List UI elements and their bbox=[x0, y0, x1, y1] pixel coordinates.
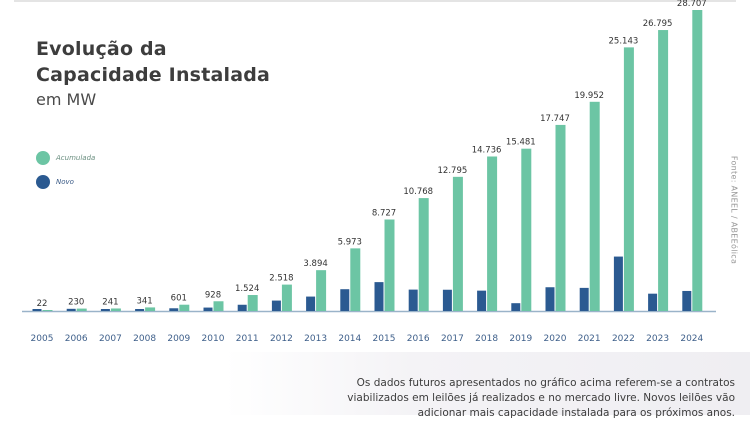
data-label-acumulada-2023: 26.795 bbox=[643, 19, 673, 29]
data-label-acumulada-2014: 5.973 bbox=[338, 237, 362, 247]
x-tick-label-2020: 2020 bbox=[544, 334, 567, 344]
chart-title-line-1: Evolução da bbox=[36, 38, 167, 60]
top-rule bbox=[14, 0, 736, 2]
chart-title-line-2: Capacidade Instalada bbox=[36, 64, 271, 86]
bar-acumulada-2020 bbox=[555, 124, 566, 312]
legend-label-novo: Novo bbox=[56, 178, 74, 186]
bar-novo-2010 bbox=[203, 307, 213, 311]
data-label-acumulada-2013: 3.894 bbox=[303, 259, 327, 269]
bar-acumulada-2021 bbox=[589, 101, 600, 311]
bar-acumulada-2015 bbox=[384, 219, 395, 311]
data-label-acumulada-2020: 17.747 bbox=[540, 114, 570, 124]
legend-item-acumulada: Acumulada bbox=[36, 150, 95, 166]
bar-acumulada-2018 bbox=[487, 156, 498, 311]
bar-acumulada-2006 bbox=[76, 308, 87, 311]
x-tick-label-2017: 2017 bbox=[441, 334, 464, 344]
data-label-acumulada-2006: 230 bbox=[68, 298, 84, 308]
bar-novo-2008 bbox=[135, 309, 145, 311]
bar-novo-2015 bbox=[374, 282, 384, 311]
bar-acumulada-2023 bbox=[658, 30, 669, 312]
bar-acumulada-2005 bbox=[42, 310, 53, 311]
data-label-acumulada-2012: 2.518 bbox=[269, 274, 293, 284]
bar-novo-2022 bbox=[613, 256, 623, 311]
data-label-acumulada-2005: 22 bbox=[37, 299, 48, 309]
x-tick-label-2007: 2007 bbox=[99, 334, 122, 344]
bar-acumulada-2016 bbox=[418, 198, 429, 311]
x-tick-label-2006: 2006 bbox=[65, 334, 88, 344]
data-label-acumulada-2009: 601 bbox=[171, 294, 187, 304]
bar-novo-2014 bbox=[340, 289, 350, 311]
bar-novo-2011 bbox=[237, 304, 247, 311]
bar-novo-2012 bbox=[271, 300, 281, 311]
bar-acumulada-2012 bbox=[281, 284, 292, 311]
bar-acumulada-2014 bbox=[350, 248, 361, 311]
bar-novo-2006 bbox=[66, 308, 76, 311]
bar-novo-2020 bbox=[545, 287, 555, 311]
bar-acumulada-2008 bbox=[145, 307, 156, 311]
data-label-acumulada-2017: 12.795 bbox=[438, 166, 468, 176]
bar-acumulada-2024 bbox=[692, 10, 703, 311]
x-tick-label-2008: 2008 bbox=[133, 334, 156, 344]
x-tick-label-2009: 2009 bbox=[167, 334, 190, 344]
x-tick-label-2014: 2014 bbox=[338, 334, 361, 344]
data-label-acumulada-2016: 10.768 bbox=[403, 187, 433, 197]
data-label-acumulada-2022: 25.143 bbox=[609, 36, 639, 46]
legend-label-acumulada: Acumulada bbox=[56, 154, 96, 162]
x-tick-label-2012: 2012 bbox=[270, 334, 293, 344]
data-label-acumulada-2024: 28.707 bbox=[677, 0, 707, 9]
bar-novo-2021 bbox=[579, 287, 589, 311]
x-tick-label-2021: 2021 bbox=[578, 334, 601, 344]
bar-acumulada-2017 bbox=[452, 176, 463, 311]
legend-item-novo: Novo bbox=[36, 174, 95, 190]
bar-acumulada-2022 bbox=[623, 47, 634, 312]
data-label-acumulada-2011: 1.524 bbox=[235, 284, 259, 294]
bar-novo-2013 bbox=[306, 296, 316, 311]
x-tick-label-2018: 2018 bbox=[475, 334, 498, 344]
bar-acumulada-2011 bbox=[247, 295, 258, 311]
data-label-acumulada-2019: 15.481 bbox=[506, 138, 536, 148]
bar-novo-2018 bbox=[477, 290, 487, 311]
bar-novo-2007 bbox=[100, 309, 110, 311]
x-tick-label-2024: 2024 bbox=[680, 334, 703, 344]
data-label-acumulada-2007: 241 bbox=[102, 297, 118, 307]
x-tick-label-2013: 2013 bbox=[304, 334, 327, 344]
bar-chart: 22 2005 230 2006 241 2007 341 2008 601 2009 928 201… bbox=[22, 0, 716, 344]
title-block: Evolução da Capacidade Instalada em MW bbox=[36, 36, 270, 111]
bar-novo-2009 bbox=[169, 308, 179, 311]
bar-acumulada-2009 bbox=[179, 304, 190, 311]
bar-acumulada-2010 bbox=[213, 301, 224, 311]
data-label-acumulada-2018: 14.736 bbox=[472, 145, 502, 155]
x-tick-label-2011: 2011 bbox=[236, 334, 259, 344]
x-tick-label-2016: 2016 bbox=[407, 334, 430, 344]
footer-panel bbox=[0, 352, 750, 415]
data-label-acumulada-2015: 8.727 bbox=[372, 208, 396, 218]
x-tick-label-2019: 2019 bbox=[509, 334, 532, 344]
data-label-acumulada-2010: 928 bbox=[205, 290, 221, 300]
bar-novo-2005 bbox=[32, 309, 42, 311]
chart-subtitle: em MW bbox=[36, 90, 97, 109]
x-tick-label-2005: 2005 bbox=[31, 334, 54, 344]
bar-novo-2019 bbox=[511, 303, 521, 311]
data-label-acumulada-2008: 341 bbox=[136, 296, 152, 306]
x-tick-label-2015: 2015 bbox=[373, 334, 396, 344]
bar-acumulada-2007 bbox=[110, 308, 121, 311]
x-tick-label-2022: 2022 bbox=[612, 334, 635, 344]
bar-novo-2016 bbox=[408, 289, 418, 311]
x-tick-label-2010: 2010 bbox=[202, 334, 225, 344]
x-tick-label-2023: 2023 bbox=[646, 334, 669, 344]
bar-novo-2023 bbox=[648, 293, 658, 311]
chart-legend: Acumulada Novo bbox=[36, 150, 95, 198]
bar-acumulada-2013 bbox=[316, 270, 327, 311]
data-label-acumulada-2021: 19.952 bbox=[574, 91, 604, 101]
bar-novo-2024 bbox=[682, 290, 692, 311]
bar-acumulada-2019 bbox=[521, 148, 532, 311]
legend-swatch-acumulada bbox=[36, 151, 50, 165]
bar-novo-2017 bbox=[442, 289, 452, 311]
legend-swatch-novo bbox=[36, 175, 50, 189]
footer-note: Os dados futuros apresentados no gráfico… bbox=[347, 377, 735, 419]
